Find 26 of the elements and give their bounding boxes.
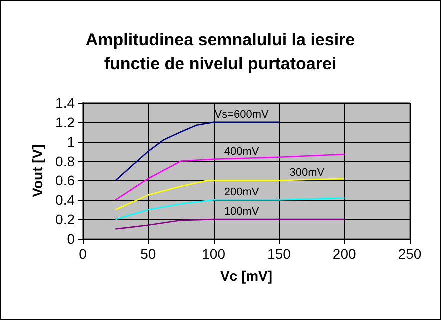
x-tick-label: 100 [202, 246, 226, 262]
line-series [115, 198, 346, 220]
y-axis-title: Vout [V] [30, 144, 46, 198]
line-series [115, 218, 346, 230]
y-tick-label: 1.4 [56, 95, 76, 111]
y-tick-label: 1 [67, 134, 76, 150]
x-tick-label: 200 [332, 246, 356, 262]
line-series [115, 154, 346, 201]
series-label: 400mV [224, 146, 260, 158]
y-tick-label: 0.2 [56, 212, 76, 228]
y-tick-label: 0 [67, 231, 76, 247]
y-tick-label: 0.4 [56, 192, 76, 208]
y-tick-label: 1.2 [56, 114, 76, 130]
y-tick-label: 0.8 [56, 153, 76, 170]
x-axis-title: Vc [mV] [220, 268, 273, 284]
x-tick-label: 150 [268, 246, 292, 262]
x-tick-label: 50 [140, 246, 156, 262]
series-label: 200mV [224, 186, 260, 199]
y-tick-label: 0.6 [56, 172, 76, 189]
x-tick-label: 0 [79, 246, 88, 262]
series-label: Vs=600mV [214, 108, 270, 121]
line-series [115, 122, 280, 182]
chart-title: Amplitudinea semnalului la iesire functie de nivelul purtatoarei [86, 30, 356, 74]
series-label: 100mV [224, 206, 260, 218]
x-tick-label: 250 [398, 246, 422, 262]
series-label: 300mV [290, 167, 326, 180]
